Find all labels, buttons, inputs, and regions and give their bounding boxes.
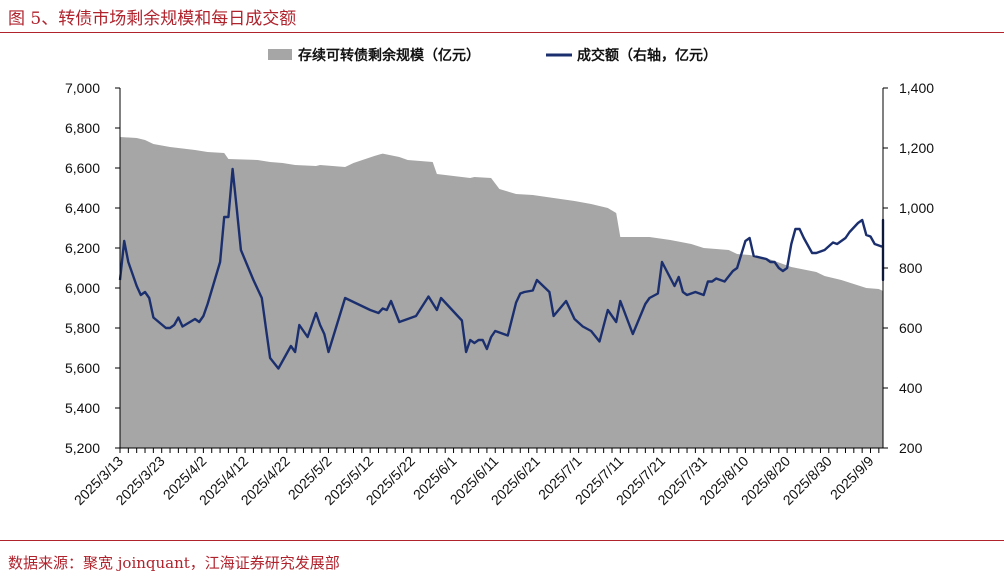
series-area-remaining-scale <box>120 137 883 448</box>
legend-label-area: 存续可转债剩余规模（亿元） <box>298 47 480 64</box>
figure-source: 数据来源：聚宽 joinquant，江海证券研究发展部 <box>8 554 340 572</box>
left-tick-label: 5,400 <box>65 400 100 416</box>
right-tick-label: 400 <box>899 380 923 396</box>
left-tick-label: 6,000 <box>65 280 100 296</box>
legend: 存续可转债剩余规模（亿元） 成交额（右轴，亿元） <box>268 47 717 64</box>
right-tick-label: 1,000 <box>899 200 934 216</box>
right-tick-label: 800 <box>899 260 923 276</box>
title-rule <box>0 32 1004 33</box>
left-tick-label: 6,800 <box>65 120 100 136</box>
legend-swatch-area <box>268 49 292 60</box>
series-line-turnover <box>118 167 885 370</box>
left-tick-label: 6,600 <box>65 160 100 176</box>
chart: 存续可转债剩余规模（亿元） 成交额（右轴，亿元） 5,200 5,400 5,600… <box>65 47 934 508</box>
x-tick-label: 2025/9/9 <box>827 453 877 503</box>
left-tick-label: 5,200 <box>65 440 100 456</box>
left-tick-label: 5,600 <box>65 360 100 376</box>
right-tick-label: 200 <box>899 440 923 456</box>
right-tick-label: 1,400 <box>899 80 934 96</box>
source-rule <box>0 540 1004 541</box>
left-tick-label: 5,800 <box>65 320 100 336</box>
right-tick-label: 600 <box>899 320 923 336</box>
right-tick-label: 1,200 <box>899 140 934 156</box>
left-tick-label: 6,400 <box>65 200 100 216</box>
legend-label-line: 成交额（右轴，亿元） <box>577 47 717 64</box>
plot-area <box>118 137 885 448</box>
figure-title: 图 5、转债市场剩余规模和每日成交额 <box>8 9 297 29</box>
left-tick-label: 7,000 <box>65 80 100 96</box>
left-tick-label: 6,200 <box>65 240 100 256</box>
